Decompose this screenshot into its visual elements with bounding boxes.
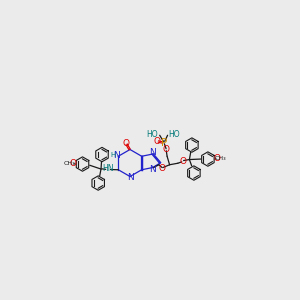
Text: N: N — [149, 148, 156, 157]
Text: O: O — [163, 145, 170, 154]
Text: H: H — [110, 152, 116, 158]
Text: N: N — [113, 151, 120, 160]
Text: O: O — [159, 164, 166, 173]
Text: N: N — [127, 173, 134, 182]
Text: O: O — [70, 159, 76, 168]
Text: O: O — [214, 154, 221, 163]
Text: O: O — [154, 137, 160, 146]
Text: CH₃: CH₃ — [64, 161, 75, 166]
Text: O: O — [179, 157, 186, 166]
Text: N: N — [149, 165, 156, 174]
Text: O: O — [122, 139, 130, 148]
Text: HO: HO — [169, 130, 180, 139]
Text: HO: HO — [146, 130, 158, 139]
Text: CH₃: CH₃ — [215, 156, 227, 161]
Text: HN: HN — [102, 164, 114, 173]
Text: P: P — [161, 137, 167, 148]
